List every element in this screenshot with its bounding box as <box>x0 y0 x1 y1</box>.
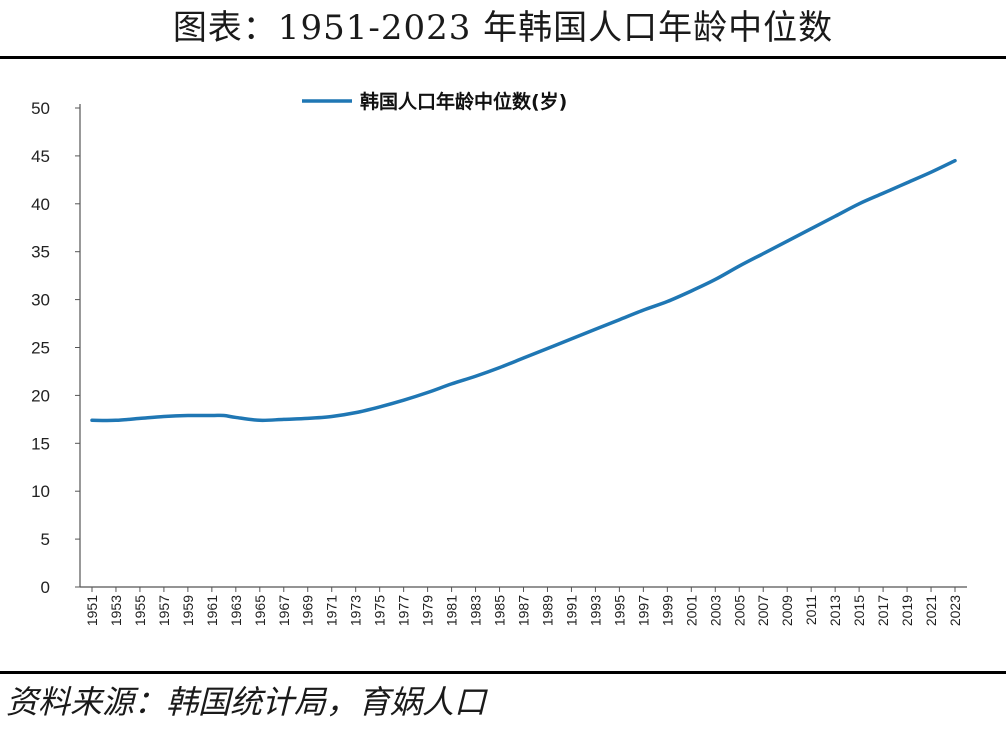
x-tick-label: 2019 <box>899 595 915 626</box>
x-tick-label: 2023 <box>947 595 963 626</box>
x-tick-label: 1973 <box>348 595 364 626</box>
top-rule <box>0 56 1006 59</box>
x-tick-label: 1991 <box>563 595 579 626</box>
legend-label: 韩国人口年龄中位数(岁) <box>360 90 567 113</box>
x-tick-label: 1961 <box>204 595 220 626</box>
y-tick-label: 15 <box>31 434 50 453</box>
y-tick-label: 25 <box>31 339 50 358</box>
x-tick-label: 1983 <box>468 595 484 626</box>
y-axis-ticks: 0 5 10 15 20 25 30 35 40 45 50 <box>31 99 80 597</box>
source-note: 资料来源：韩国统计局，育娲人口 <box>6 683 487 721</box>
x-tick-label: 1969 <box>300 595 316 626</box>
x-tick-label: 1971 <box>324 595 340 626</box>
bottom-rule <box>0 671 1006 674</box>
x-tick-label: 2001 <box>683 595 699 626</box>
x-axis-ticks: 1951 1953 1955 1957 1959 1961 1963 1965 1967 1969… <box>84 587 963 626</box>
y-tick-label: 0 <box>41 578 50 597</box>
x-tick-label: 1953 <box>108 595 124 626</box>
y-tick-label: 10 <box>31 482 50 501</box>
x-tick-label: 1989 <box>539 595 555 626</box>
series-line-median-age <box>90 158 957 423</box>
x-tick-label: 1977 <box>396 595 412 626</box>
x-tick-label: 1985 <box>492 595 508 626</box>
x-tick-label: 2015 <box>851 595 867 626</box>
page-title: 图表：1951-2023 年韩国人口年龄中位数 <box>172 8 834 48</box>
x-tick-label: 1999 <box>659 595 675 626</box>
plot-axes <box>79 104 967 588</box>
x-tick-label: 1981 <box>444 595 460 626</box>
x-tick-label: 1975 <box>372 595 388 626</box>
y-tick-label: 20 <box>31 386 50 405</box>
x-tick-label: 2007 <box>755 595 771 626</box>
x-tick-label: 1987 <box>516 595 532 626</box>
x-tick-label: 1993 <box>587 595 603 626</box>
x-tick-label: 1995 <box>611 595 627 626</box>
y-tick-label: 45 <box>31 147 50 166</box>
x-tick-label: 2009 <box>779 595 795 626</box>
x-tick-label: 1997 <box>635 595 651 626</box>
x-tick-label: 2005 <box>731 595 747 626</box>
x-tick-label: 1963 <box>228 595 244 626</box>
legend: 韩国人口年龄中位数(岁) <box>302 90 567 113</box>
x-tick-label: 1979 <box>420 595 436 626</box>
y-tick-label: 50 <box>31 99 50 118</box>
x-tick-label: 1951 <box>84 595 100 626</box>
y-tick-label: 35 <box>31 243 50 262</box>
y-tick-label: 40 <box>31 195 50 214</box>
x-tick-label: 2011 <box>803 595 819 625</box>
x-tick-label: 1959 <box>180 595 196 626</box>
x-tick-label: 2017 <box>875 595 891 626</box>
x-tick-label: 1967 <box>276 595 292 626</box>
x-tick-label: 2003 <box>707 595 723 626</box>
x-tick-label: 2013 <box>827 595 843 626</box>
x-tick-label: 1955 <box>132 595 148 626</box>
y-tick-label: 30 <box>31 291 50 310</box>
x-tick-label: 1957 <box>156 595 172 626</box>
x-tick-label: 2021 <box>923 595 939 626</box>
y-tick-label: 5 <box>41 530 50 549</box>
x-tick-label: 1965 <box>252 595 268 626</box>
